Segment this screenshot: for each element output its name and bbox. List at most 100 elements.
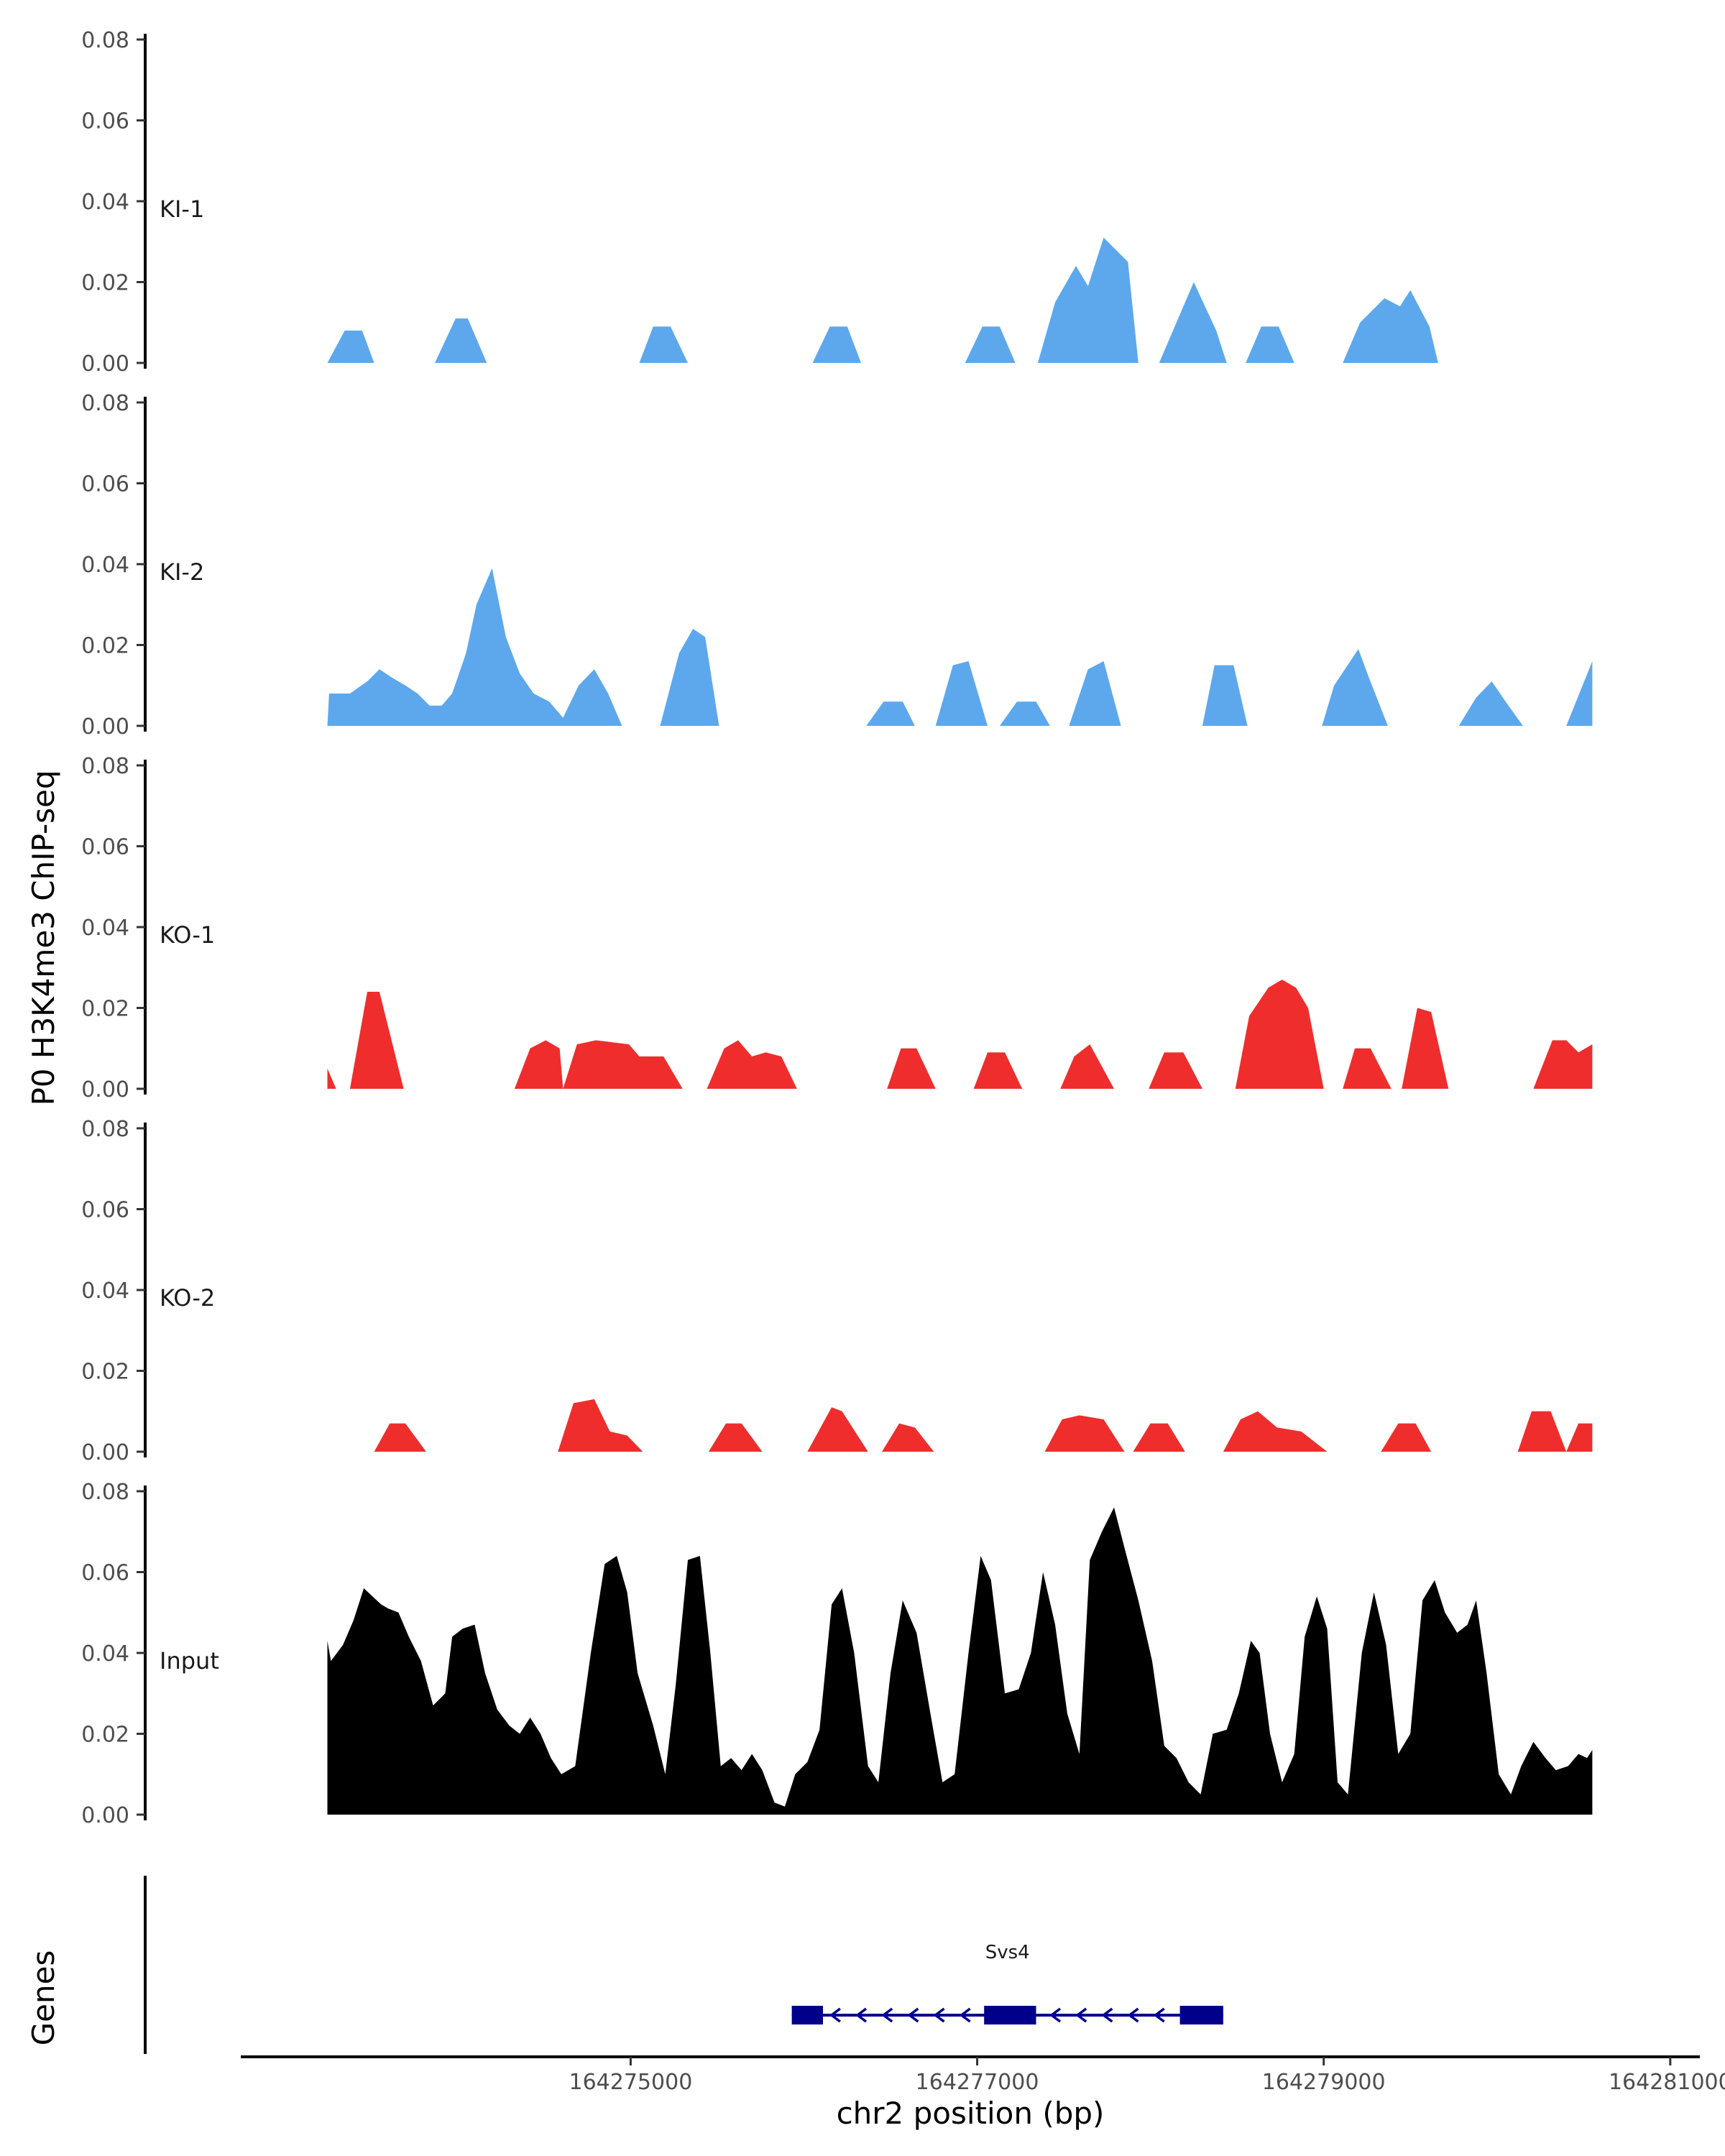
strand-arrow bbox=[1153, 2007, 1165, 2023]
track-input: 0.00 0.02 0.04 0.06 0.08 Input bbox=[81, 1480, 1593, 1828]
y-tick-label: 0.04 bbox=[81, 1641, 129, 1667]
signal-peak bbox=[973, 1052, 1023, 1089]
signal-peak bbox=[1517, 1411, 1593, 1452]
signal-peak bbox=[558, 1399, 643, 1452]
signal-peak bbox=[1322, 649, 1388, 726]
signal-peak bbox=[965, 326, 1016, 363]
strand-arrow bbox=[907, 2007, 919, 2023]
track-label: KI-2 bbox=[160, 558, 204, 586]
x-axis-title: chr2 position (bp) bbox=[837, 2096, 1105, 2131]
strand-arrow bbox=[829, 2007, 841, 2023]
y-tick-label: 0.06 bbox=[81, 835, 129, 860]
signal-peak bbox=[1159, 282, 1227, 363]
gene-name-label: Svs4 bbox=[985, 1942, 1030, 1963]
signal-peak bbox=[1566, 661, 1593, 726]
signal-peak bbox=[563, 1040, 683, 1089]
signal-peak bbox=[812, 326, 861, 363]
x-tick-label: 164277000 bbox=[916, 2070, 1039, 2095]
strand-arrow bbox=[1101, 2007, 1113, 2023]
strand-arrow bbox=[881, 2007, 893, 2023]
signal-peak bbox=[349, 992, 404, 1089]
signal-peak bbox=[1402, 1008, 1449, 1089]
y-tick-label: 0.04 bbox=[81, 553, 129, 578]
y-tick-label: 0.00 bbox=[81, 1077, 129, 1102]
signal-peak bbox=[866, 701, 915, 726]
signal-peak bbox=[514, 1040, 564, 1089]
x-tick-label: 164279000 bbox=[1262, 2070, 1386, 2095]
y-tick-label: 0.08 bbox=[81, 391, 129, 416]
y-tick-label: 0.06 bbox=[81, 109, 129, 134]
gene-panel: Svs4 bbox=[144, 1876, 1223, 2054]
signal-peak bbox=[435, 318, 487, 363]
y-tick-label: 0.02 bbox=[81, 634, 129, 659]
track-ki-1: 0.00 0.02 0.04 0.06 0.08 KI-1 bbox=[81, 28, 1438, 377]
gene-model-svs4: Svs4 bbox=[791, 1942, 1223, 2024]
strand-arrow bbox=[1049, 2007, 1062, 2023]
signal-peak bbox=[327, 568, 622, 726]
signal-peak bbox=[1246, 326, 1294, 363]
signal-peak bbox=[1533, 1040, 1593, 1089]
track-label: KO-2 bbox=[160, 1284, 215, 1312]
track-ki-2: 0.00 0.02 0.04 0.06 0.08 KI-2 bbox=[81, 391, 1593, 740]
gene-exon bbox=[984, 2006, 1036, 2024]
signal-peak bbox=[708, 1423, 763, 1452]
x-tick-label: 164275000 bbox=[569, 2070, 693, 2095]
signal-peak bbox=[1235, 980, 1324, 1089]
y-tick-label: 0.08 bbox=[81, 28, 129, 53]
gene-exon bbox=[1179, 2006, 1223, 2024]
signal-peak bbox=[1458, 681, 1523, 726]
signal-peak bbox=[1343, 290, 1438, 363]
y-tick-label: 0.02 bbox=[81, 997, 129, 1022]
y-tick-label: 0.02 bbox=[81, 1360, 129, 1385]
y-tick-label: 0.00 bbox=[81, 1803, 129, 1828]
signal-peak bbox=[660, 629, 719, 726]
signal-peak bbox=[935, 661, 988, 726]
strand-arrow bbox=[855, 2007, 868, 2023]
track-ko-1: 0.00 0.02 0.04 0.06 0.08 KO-1 bbox=[81, 754, 1593, 1102]
signal-peak bbox=[999, 701, 1050, 726]
x-axis: 164275000 164277000 164279000 164281000 bbox=[241, 2055, 1725, 2095]
signal-peak bbox=[639, 326, 688, 363]
y-tick-label: 0.08 bbox=[81, 1480, 129, 1505]
strand-arrow bbox=[1075, 2007, 1087, 2023]
signal-peak bbox=[707, 1040, 797, 1089]
signal-peak bbox=[327, 1068, 336, 1089]
y-tick-label: 0.08 bbox=[81, 1117, 129, 1142]
signal-peak bbox=[807, 1407, 868, 1452]
track-label: Input bbox=[160, 1647, 219, 1674]
gene-exon bbox=[791, 2006, 823, 2024]
track-label: KI-1 bbox=[160, 195, 204, 223]
y-tick-label: 0.00 bbox=[81, 351, 129, 377]
signal-peak bbox=[1202, 665, 1248, 726]
signal-peak bbox=[1037, 237, 1138, 363]
signal-peak bbox=[327, 1507, 1593, 1815]
y-tick-label: 0.08 bbox=[81, 754, 129, 779]
y-tick-label: 0.04 bbox=[81, 1279, 129, 1304]
strand-arrow bbox=[1127, 2007, 1139, 2023]
signal-peak bbox=[887, 1048, 936, 1089]
chip-seq-tracks: 0.00 0.02 0.04 0.06 0.08 KI-1 0.00 0.02 0.04 0.06… bbox=[81, 28, 1593, 1828]
y-tick-label: 0.00 bbox=[81, 1440, 129, 1465]
track-ko-2: 0.00 0.02 0.04 0.06 0.08 KO-2 bbox=[81, 1117, 1593, 1465]
y-tick-label: 0.06 bbox=[81, 1198, 129, 1223]
signal-peak bbox=[1149, 1052, 1202, 1089]
signal-peak bbox=[882, 1423, 934, 1452]
signal-peak bbox=[1381, 1423, 1432, 1452]
signal-peak bbox=[1060, 1044, 1114, 1089]
signal-peak bbox=[1133, 1423, 1185, 1452]
y-tick-label: 0.02 bbox=[81, 271, 129, 296]
x-tick-label: 164281000 bbox=[1609, 2070, 1725, 2095]
y-tick-label: 0.04 bbox=[81, 190, 129, 215]
signal-peak bbox=[374, 1423, 426, 1452]
y-tick-label: 0.06 bbox=[81, 1561, 129, 1586]
y-tick-label: 0.04 bbox=[81, 916, 129, 941]
genes-axis-title: Genes bbox=[26, 1950, 61, 2046]
y-tick-label: 0.06 bbox=[81, 472, 129, 497]
signal-peak bbox=[1044, 1415, 1125, 1452]
signal-peak bbox=[1223, 1411, 1328, 1452]
strand-arrow bbox=[959, 2007, 971, 2023]
y-tick-label: 0.02 bbox=[81, 1723, 129, 1748]
y-tick-label: 0.00 bbox=[81, 714, 129, 740]
signal-peak bbox=[1069, 661, 1121, 726]
